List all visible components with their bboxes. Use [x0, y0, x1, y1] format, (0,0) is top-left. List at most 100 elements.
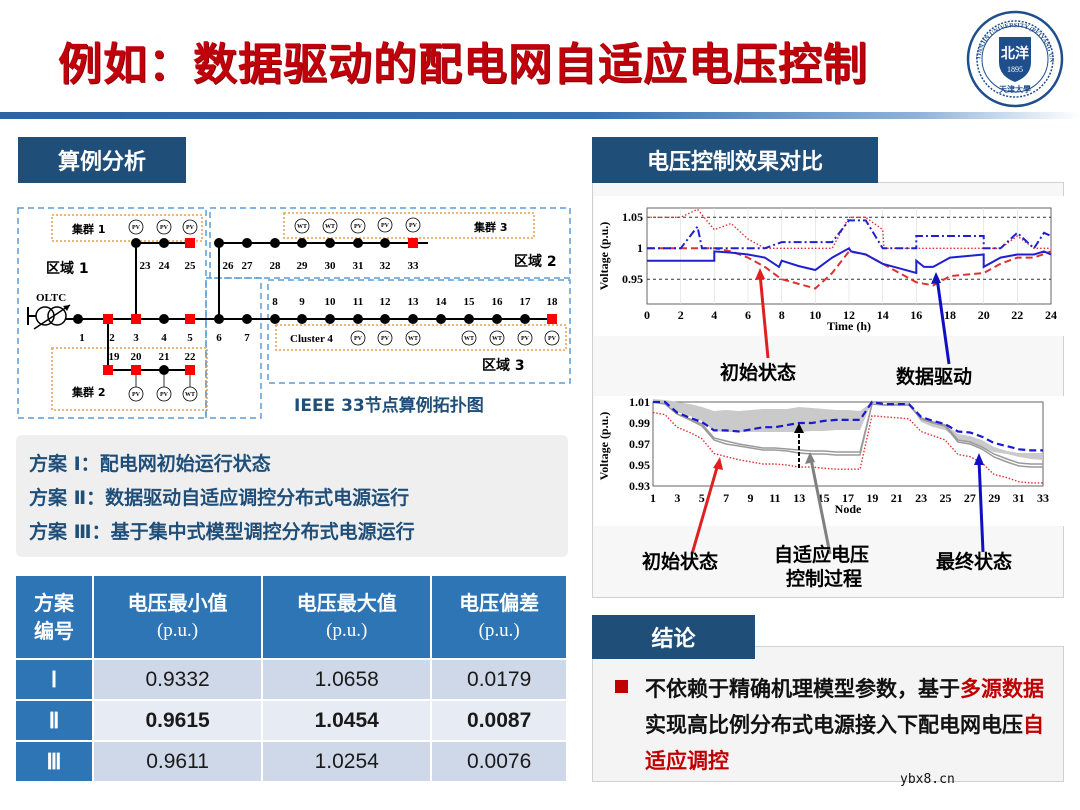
- svg-text:12: 12: [843, 308, 855, 322]
- svg-text:北洋: 北洋: [1001, 45, 1029, 62]
- university-seal-icon: 北洋 1895 天津大學 TIANJIN UNIVERSITY (PEIYANG…: [964, 5, 1064, 108]
- scheme-item: 方案 Ⅰ：配电网初始运行状态: [29, 453, 271, 475]
- title-divider: [0, 112, 1080, 119]
- section-tab-conclusion: 结论: [592, 615, 755, 659]
- col-header-scheme-id: 方案 编号: [16, 576, 92, 658]
- svg-text:13: 13: [408, 296, 420, 308]
- svg-text:6: 6: [745, 308, 751, 322]
- svg-text:OLTC: OLTC: [36, 292, 66, 304]
- svg-text:IEEE 33节点算例拓扑图: IEEE 33节点算例拓扑图: [294, 395, 484, 416]
- svg-text:PV: PV: [160, 392, 169, 398]
- svg-text:9: 9: [299, 296, 305, 308]
- svg-text:区域 3: 区域 3: [482, 357, 525, 374]
- svg-text:0.95: 0.95: [622, 272, 643, 286]
- scheme-item: 方案 Ⅱ：数据驱动自适应调控分布式电源运行: [29, 487, 410, 509]
- svg-text:11: 11: [353, 296, 363, 308]
- results-table: 方案 编号 电压最小值 (p.u.) 电压最大值 (p.u.) 电压偏差 (p.u.) …: [14, 574, 568, 783]
- svg-text:区域 1: 区域 1: [46, 260, 89, 277]
- svg-text:18: 18: [944, 308, 956, 322]
- svg-text:14: 14: [436, 296, 448, 308]
- section-tab-voltage-comparison: 电压控制效果对比: [592, 137, 878, 183]
- conclusion-box: 不依赖于精确机理模型参数，基于多源数据实现高比例分布式电源接入下配电网电压自适应…: [592, 646, 1064, 782]
- svg-text:0.97: 0.97: [629, 437, 650, 451]
- col-header-vmax: 电压最大值 (p.u.): [263, 576, 431, 658]
- svg-text:9: 9: [748, 491, 754, 505]
- svg-text:30: 30: [325, 260, 337, 272]
- svg-text:PV: PV: [186, 225, 195, 231]
- svg-text:最终状态: 最终状态: [936, 550, 1012, 573]
- svg-text:25: 25: [940, 491, 952, 505]
- svg-text:16: 16: [492, 296, 504, 308]
- svg-text:7: 7: [244, 332, 250, 344]
- svg-text:4: 4: [711, 308, 717, 322]
- svg-text:19: 19: [866, 491, 878, 505]
- svg-text:2: 2: [678, 308, 684, 322]
- svg-text:PV: PV: [521, 336, 530, 342]
- svg-text:16: 16: [910, 308, 922, 322]
- conclusion-text: 不依赖于精确机理模型参数，基于多源数据实现高比例分布式电源接入下配电网电压自适应…: [645, 677, 1044, 773]
- svg-text:27: 27: [242, 260, 254, 272]
- svg-text:PV: PV: [354, 336, 363, 342]
- svg-text:8: 8: [272, 296, 278, 308]
- svg-text:WT: WT: [408, 336, 418, 342]
- svg-text:3: 3: [674, 491, 680, 505]
- svg-text:自适应电压: 自适应电压: [774, 543, 869, 566]
- svg-text:20: 20: [131, 351, 143, 363]
- svg-text:5: 5: [699, 491, 705, 505]
- svg-text:初始状态: 初始状态: [720, 361, 796, 384]
- svg-text:天津大學: 天津大學: [999, 84, 1031, 94]
- table-header-row: 方案 编号 电压最小值 (p.u.) 电压最大值 (p.u.) 电压偏差 (p.u.): [16, 576, 566, 658]
- page-title: 例如：数据驱动的配电网自适应电压控制: [58, 39, 868, 90]
- svg-text:区域 2: 区域 2: [514, 253, 557, 270]
- svg-text:15: 15: [464, 296, 476, 308]
- svg-text:24: 24: [159, 260, 171, 272]
- svg-text:4: 4: [161, 332, 167, 344]
- svg-text:Cluster 4: Cluster 4: [290, 333, 333, 345]
- svg-text:Voltage (p.u.): Voltage (p.u.): [597, 412, 611, 481]
- svg-text:Node: Node: [835, 502, 862, 516]
- svg-text:24: 24: [1045, 308, 1057, 322]
- svg-text:初始状态: 初始状态: [642, 550, 718, 573]
- svg-text:PV: PV: [381, 336, 390, 342]
- svg-text:PV: PV: [548, 336, 557, 342]
- svg-text:17: 17: [842, 491, 854, 505]
- svg-text:10: 10: [809, 308, 821, 322]
- svg-text:32: 32: [380, 260, 392, 272]
- svg-text:控制过程: 控制过程: [786, 567, 862, 590]
- svg-text:23: 23: [140, 260, 152, 272]
- svg-text:1: 1: [79, 332, 85, 344]
- svg-text:WT: WT: [464, 336, 474, 342]
- svg-text:18: 18: [547, 296, 559, 308]
- watermark: ybx8.cn: [900, 772, 955, 787]
- svg-text:31: 31: [1013, 491, 1025, 505]
- svg-text:22: 22: [185, 351, 197, 363]
- svg-text:PV: PV: [354, 224, 363, 230]
- section-tab-case-study: 算例分析: [18, 137, 186, 183]
- svg-text:33: 33: [1037, 491, 1049, 505]
- svg-text:PV: PV: [132, 225, 141, 231]
- svg-text:WT: WT: [297, 224, 307, 230]
- square-bullet-icon: [615, 680, 628, 693]
- ieee33-topology-diagram: 集群 1 集群 2 集群 3 Cluster 4 区域 1 区域 2 区域 3 …: [14, 203, 574, 425]
- svg-text:21: 21: [891, 491, 903, 505]
- svg-text:27: 27: [964, 491, 976, 505]
- svg-text:2: 2: [109, 332, 115, 344]
- svg-text:0.93: 0.93: [629, 479, 650, 493]
- svg-text:19: 19: [109, 351, 121, 363]
- svg-text:1895: 1895: [1007, 65, 1023, 74]
- svg-text:14: 14: [877, 308, 889, 322]
- svg-text:0: 0: [644, 308, 650, 322]
- svg-text:10: 10: [325, 296, 337, 308]
- svg-text:33: 33: [408, 260, 420, 272]
- svg-text:12: 12: [380, 296, 392, 308]
- svg-text:1: 1: [637, 241, 643, 255]
- svg-text:集群 3: 集群 3: [473, 220, 507, 234]
- svg-text:3: 3: [133, 332, 139, 344]
- svg-text:数据驱动: 数据驱动: [896, 365, 972, 388]
- table-row: Ⅰ 0.9332 1.0658 0.0179: [16, 660, 566, 699]
- svg-text:6: 6: [216, 332, 222, 344]
- svg-text:1.01: 1.01: [629, 396, 650, 409]
- svg-text:PV: PV: [132, 392, 141, 398]
- svg-text:WT: WT: [325, 224, 335, 230]
